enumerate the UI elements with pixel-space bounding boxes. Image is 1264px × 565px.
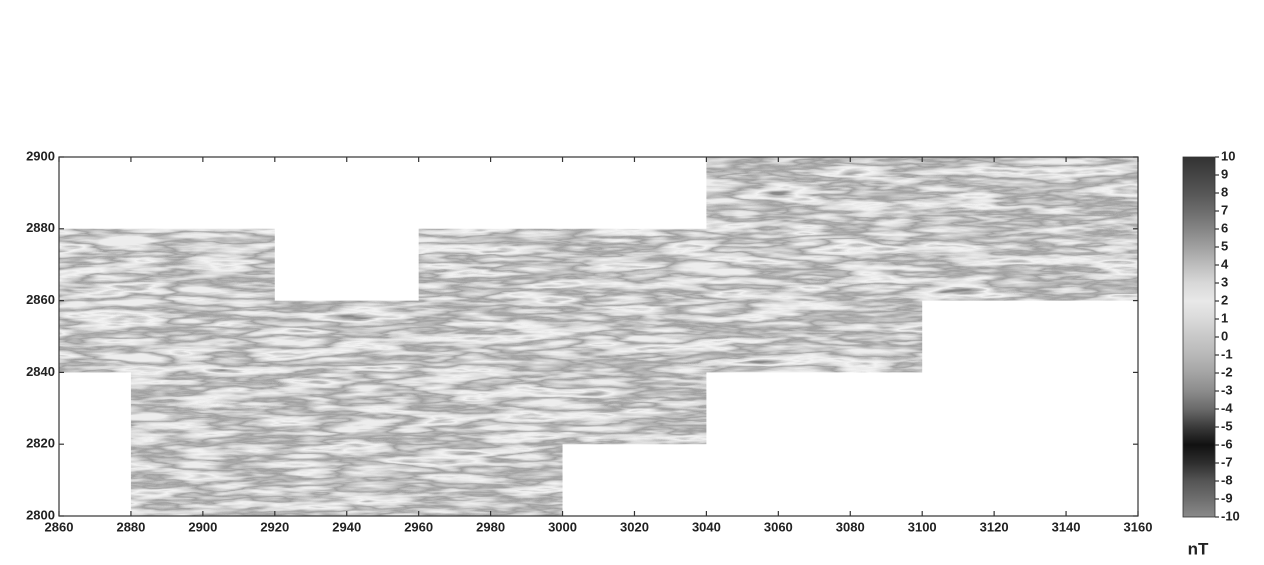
- x-tick-label: 3020: [620, 519, 649, 534]
- colorbar-label: nT: [1188, 539, 1209, 558]
- x-tick-label: 3160: [1124, 519, 1153, 534]
- colorbar-tick-label: -3: [1221, 382, 1233, 397]
- x-tick-label: 2920: [260, 519, 289, 534]
- x-tick-label: 3000: [548, 519, 577, 534]
- colorbar-tick-label: 3: [1221, 274, 1228, 289]
- x-tick-label: 2980: [476, 519, 505, 534]
- colorbar-tick-label: -4: [1221, 400, 1233, 415]
- y-tick-label: 2840: [26, 364, 55, 379]
- colorbar-tick-label: 7: [1221, 202, 1228, 217]
- x-tick-label: 2940: [332, 519, 361, 534]
- x-tick-label: 2880: [116, 519, 145, 534]
- colorbar-tick-label: -10: [1221, 508, 1240, 523]
- colorbar-tick-label: -8: [1221, 472, 1233, 487]
- colorbar-tick-label: -9: [1221, 490, 1233, 505]
- x-tick-label: 2900: [188, 519, 217, 534]
- colorbar-tick-label: -7: [1221, 454, 1233, 469]
- colorbar-tick-label: -5: [1221, 418, 1233, 433]
- colorbar-tick-label: 10: [1221, 148, 1235, 163]
- colorbar-tick-label: -6: [1221, 436, 1233, 451]
- colorbar-tick-label: 4: [1221, 256, 1229, 271]
- colorbar-tick-label: 5: [1221, 238, 1228, 253]
- colorbar-tick-label: 0: [1221, 328, 1228, 343]
- y-tick-label: 2820: [26, 436, 55, 451]
- colorbar-tick-label: -1: [1221, 346, 1233, 361]
- colorbar-tick-label: 2: [1221, 292, 1228, 307]
- x-tick-label: 3140: [1052, 519, 1081, 534]
- colorbar-tick-label: 6: [1221, 220, 1228, 235]
- colorbar: [1182, 156, 1216, 518]
- x-tick-label: 3040: [692, 519, 721, 534]
- x-tick-label: 3060: [764, 519, 793, 534]
- colorbar-tick-label: 8: [1221, 184, 1228, 199]
- y-tick-label: 2800: [26, 507, 55, 522]
- plot-frame: [58, 156, 1139, 517]
- y-tick-label: 2880: [26, 220, 55, 235]
- anomaly-texture: [59, 157, 1138, 516]
- colorbar-tick-label: 9: [1221, 166, 1228, 181]
- y-tick-label: 2860: [26, 292, 55, 307]
- x-tick-label: 3120: [980, 519, 1009, 534]
- colorbar-tick-label: -2: [1221, 364, 1233, 379]
- x-tick-label: 3080: [836, 519, 865, 534]
- y-tick-label: 2900: [26, 148, 55, 163]
- x-tick-label: 2960: [404, 519, 433, 534]
- colorbar-tick-label: 1: [1221, 310, 1228, 325]
- x-tick-label: 2860: [45, 519, 74, 534]
- x-tick-label: 3100: [908, 519, 937, 534]
